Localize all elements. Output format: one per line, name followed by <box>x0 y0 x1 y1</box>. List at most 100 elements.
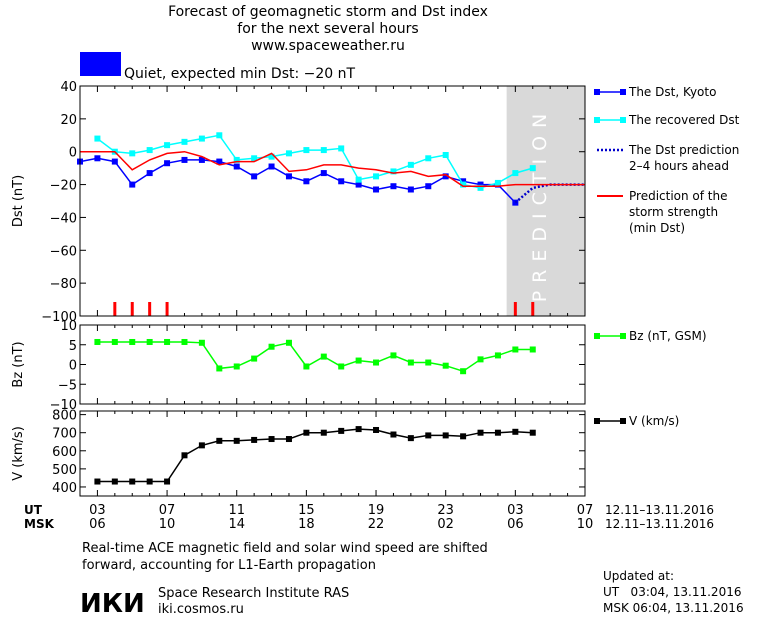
data-point <box>233 156 240 163</box>
data-point <box>216 158 223 165</box>
x-tick-label-ut: 03 <box>89 503 106 518</box>
propagation-note-line2: forward, accounting for L1-Earth propaga… <box>82 558 376 573</box>
ut-date-range: 12.11–13.11.2016 <box>605 503 714 517</box>
x-tick-label-ut: 07 <box>577 503 594 518</box>
data-point <box>320 353 327 360</box>
data-point <box>181 138 188 145</box>
series-line <box>97 341 533 373</box>
data-point <box>111 478 118 485</box>
y-tick-label: 600 <box>52 445 77 460</box>
data-point <box>268 436 275 443</box>
ut-row-label: UT <box>24 503 43 517</box>
data-point <box>303 363 310 370</box>
y-tick-label: 0 <box>69 146 77 161</box>
data-point <box>407 435 414 442</box>
data-point <box>129 150 136 157</box>
data-point <box>285 150 292 157</box>
data-point <box>94 338 101 345</box>
legend-marker <box>620 117 626 123</box>
y-tick-label: 500 <box>52 463 77 478</box>
legend-marker <box>594 117 600 123</box>
data-point <box>233 437 240 444</box>
header-title-line2: for the next several hours <box>237 21 418 37</box>
data-point <box>373 359 380 366</box>
legend-label: Bz (nT, GSM) <box>629 329 707 343</box>
data-point <box>494 352 501 359</box>
data-point <box>512 170 519 177</box>
data-point <box>477 181 484 188</box>
data-point <box>460 368 467 375</box>
y-tick-label: −10 <box>50 398 77 413</box>
updated-msk: MSK 06:04, 13.11.2016 <box>603 601 744 615</box>
data-point <box>164 160 171 167</box>
y-tick-label: −60 <box>50 244 77 259</box>
data-point <box>111 158 118 165</box>
series-line <box>79 157 516 204</box>
updated-label: Updated at: <box>603 569 674 583</box>
x-tick-label-msk: 10 <box>159 517 176 532</box>
data-point <box>198 442 205 449</box>
status-indicator <box>80 52 121 76</box>
x-tick-label-msk: 22 <box>368 517 385 532</box>
data-point <box>477 429 484 436</box>
data-point <box>390 168 397 175</box>
data-point <box>320 147 327 154</box>
x-tick-label-ut: 15 <box>298 503 315 518</box>
speed-panel: 800 700 600 500 400 V (km/s) V (km/s) <box>11 409 679 497</box>
legend-marker <box>620 333 626 339</box>
data-point <box>338 363 345 370</box>
data-point <box>425 432 432 439</box>
data-point <box>407 186 414 193</box>
data-point <box>129 338 136 345</box>
msk-row-label: MSK <box>24 517 55 531</box>
data-point <box>442 173 449 180</box>
x-tick-label-msk: 06 <box>89 517 106 532</box>
y-tick-label: −40 <box>50 211 77 226</box>
data-point <box>460 181 467 188</box>
header-website: www.spaceweather.ru <box>251 38 405 54</box>
iki-logo: ИКИ <box>80 589 145 619</box>
org-name: Space Research Institute RAS <box>158 586 349 601</box>
y-tick-label: −80 <box>50 277 77 292</box>
data-point <box>94 478 101 485</box>
propagation-note-line1: Real-time ACE magnetic field and solar w… <box>82 541 488 556</box>
data-point <box>129 478 136 485</box>
data-point <box>303 178 310 185</box>
data-point <box>390 183 397 190</box>
data-point <box>477 184 484 191</box>
legend-label: storm strength <box>629 205 718 219</box>
data-point <box>407 161 414 168</box>
data-point <box>216 365 223 372</box>
status-text: Quiet, expected min Dst: −20 nT <box>124 66 356 82</box>
data-point <box>146 170 153 177</box>
data-point <box>198 156 205 163</box>
x-tick-label-msk: 14 <box>228 517 245 532</box>
legend-marker <box>620 89 626 95</box>
data-point <box>460 178 467 185</box>
y-axis-label: Dst (nT) <box>11 175 26 227</box>
data-point <box>233 163 240 170</box>
prediction-region <box>506 86 585 316</box>
legend-label: The recovered Dst <box>628 113 740 127</box>
data-point <box>442 362 449 369</box>
data-point <box>251 155 258 162</box>
series-line <box>96 134 534 189</box>
data-point <box>425 183 432 190</box>
data-point <box>390 431 397 438</box>
dst-panel: PREDICTION 40 20 0 −20 −40 −60 −80 −100 Dst (nT) T… <box>11 80 740 325</box>
series-line <box>80 150 585 187</box>
data-point <box>494 429 501 436</box>
data-point <box>303 429 310 436</box>
data-point <box>355 176 362 183</box>
data-point <box>477 356 484 363</box>
y-tick-label: −5 <box>58 378 77 393</box>
plot-frame <box>79 85 586 317</box>
data-point <box>373 173 380 180</box>
legend-label: The Dst, Kyoto <box>628 85 716 99</box>
data-point <box>460 433 467 440</box>
y-tick-label: −20 <box>50 179 77 194</box>
x-tick-label-msk: 18 <box>298 517 315 532</box>
data-point <box>181 338 188 345</box>
data-point <box>129 181 136 188</box>
